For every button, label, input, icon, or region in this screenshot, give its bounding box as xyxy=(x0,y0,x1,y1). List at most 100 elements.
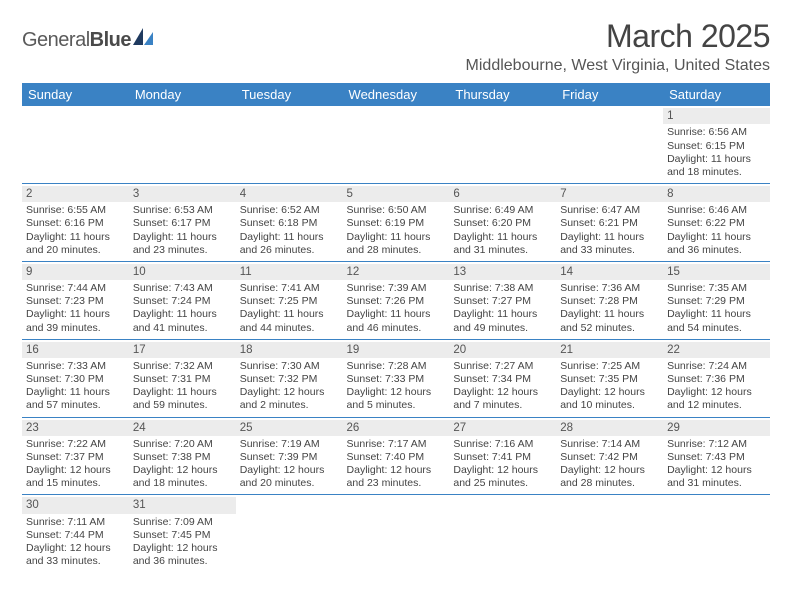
day-header: Tuesday xyxy=(236,83,343,106)
sunset-line: Sunset: 7:31 PM xyxy=(133,373,232,386)
calendar-cell: 18Sunrise: 7:30 AMSunset: 7:32 PMDayligh… xyxy=(236,339,343,417)
logo-word-b: Blue xyxy=(90,29,131,51)
sunrise-line: Sunrise: 7:24 AM xyxy=(667,360,766,373)
daylight-line: Daylight: 11 hours xyxy=(560,231,659,244)
sunrise-line: Sunrise: 7:28 AM xyxy=(347,360,446,373)
sunset-line: Sunset: 7:28 PM xyxy=(560,295,659,308)
calendar-cell: 7 Sunrise: 6:47 AMSunset: 6:21 PMDaylight… xyxy=(556,183,663,261)
calendar-cell: 31Sunrise: 7:09 AMSunset: 7:45 PMDayligh… xyxy=(129,495,236,572)
daylight-line: Daylight: 12 hours xyxy=(453,386,552,399)
sunrise-line: Sunrise: 6:49 AM xyxy=(453,204,552,217)
daylight-line: Daylight: 12 hours xyxy=(667,464,766,477)
day-number: 29 xyxy=(663,420,770,436)
daylight-line: Daylight: 12 hours xyxy=(240,386,339,399)
day-number: 4 xyxy=(236,186,343,202)
day-header: Friday xyxy=(556,83,663,106)
day-number: 23 xyxy=(22,420,129,436)
day-number: 12 xyxy=(343,264,450,280)
sunset-line: Sunset: 6:18 PM xyxy=(240,217,339,230)
calendar-cell: 25Sunrise: 7:19 AMSunset: 7:39 PMDayligh… xyxy=(236,417,343,495)
sunrise-line: Sunrise: 7:36 AM xyxy=(560,282,659,295)
calendar-cell: 21Sunrise: 7:25 AMSunset: 7:35 PMDayligh… xyxy=(556,339,663,417)
calendar-cell xyxy=(556,495,663,572)
sunrise-line: Sunrise: 7:25 AM xyxy=(560,360,659,373)
daylight-line: Daylight: 11 hours xyxy=(240,308,339,321)
sunset-line: Sunset: 7:30 PM xyxy=(26,373,125,386)
calendar-cell: 16Sunrise: 7:33 AMSunset: 7:30 PMDayligh… xyxy=(22,339,129,417)
sunset-line: Sunset: 7:33 PM xyxy=(347,373,446,386)
calendar-cell: 24Sunrise: 7:20 AMSunset: 7:38 PMDayligh… xyxy=(129,417,236,495)
daylight-line: and 28 minutes. xyxy=(560,477,659,490)
daylight-line: Daylight: 12 hours xyxy=(453,464,552,477)
calendar-cell xyxy=(236,106,343,183)
day-number: 25 xyxy=(236,420,343,436)
sunset-line: Sunset: 7:37 PM xyxy=(26,451,125,464)
daylight-line: and 49 minutes. xyxy=(453,322,552,335)
calendar-cell: 27Sunrise: 7:16 AMSunset: 7:41 PMDayligh… xyxy=(449,417,556,495)
sunset-line: Sunset: 7:32 PM xyxy=(240,373,339,386)
calendar-cell xyxy=(449,106,556,183)
daylight-line: and 18 minutes. xyxy=(133,477,232,490)
day-number: 18 xyxy=(236,342,343,358)
day-number: 13 xyxy=(449,264,556,280)
location-line: Middlebourne, West Virginia, United Stat… xyxy=(466,57,770,75)
calendar-cell: 22Sunrise: 7:24 AMSunset: 7:36 PMDayligh… xyxy=(663,339,770,417)
daylight-line: Daylight: 12 hours xyxy=(347,386,446,399)
day-header: Sunday xyxy=(22,83,129,106)
daylight-line: Daylight: 11 hours xyxy=(240,231,339,244)
sunrise-line: Sunrise: 7:27 AM xyxy=(453,360,552,373)
sunset-line: Sunset: 7:23 PM xyxy=(26,295,125,308)
day-number: 1 xyxy=(663,108,770,124)
sunset-line: Sunset: 7:34 PM xyxy=(453,373,552,386)
sunset-line: Sunset: 6:21 PM xyxy=(560,217,659,230)
calendar-row: 30Sunrise: 7:11 AMSunset: 7:44 PMDayligh… xyxy=(22,495,770,572)
calendar-cell: 14Sunrise: 7:36 AMSunset: 7:28 PMDayligh… xyxy=(556,261,663,339)
daylight-line: Daylight: 11 hours xyxy=(347,308,446,321)
day-number: 31 xyxy=(129,497,236,513)
daylight-line: and 59 minutes. xyxy=(133,399,232,412)
daylight-line: and 41 minutes. xyxy=(133,322,232,335)
sunset-line: Sunset: 6:15 PM xyxy=(667,140,766,153)
sunrise-line: Sunrise: 7:43 AM xyxy=(133,282,232,295)
page-title: March 2025 xyxy=(466,18,770,55)
day-number: 8 xyxy=(663,186,770,202)
day-number: 15 xyxy=(663,264,770,280)
calendar-cell xyxy=(129,106,236,183)
calendar-cell: 11Sunrise: 7:41 AMSunset: 7:25 PMDayligh… xyxy=(236,261,343,339)
daylight-line: Daylight: 11 hours xyxy=(26,386,125,399)
sunset-line: Sunset: 7:24 PM xyxy=(133,295,232,308)
calendar-cell xyxy=(449,495,556,572)
sunrise-line: Sunrise: 7:38 AM xyxy=(453,282,552,295)
sunset-line: Sunset: 6:22 PM xyxy=(667,217,766,230)
day-header: Thursday xyxy=(449,83,556,106)
daylight-line: and 7 minutes. xyxy=(453,399,552,412)
daylight-line: and 20 minutes. xyxy=(26,244,125,257)
daylight-line: and 36 minutes. xyxy=(667,244,766,257)
daylight-line: and 33 minutes. xyxy=(26,555,125,568)
sunrise-line: Sunrise: 6:47 AM xyxy=(560,204,659,217)
daylight-line: and 23 minutes. xyxy=(133,244,232,257)
sunset-line: Sunset: 6:16 PM xyxy=(26,217,125,230)
calendar-row: 23 Sunrise: 7:22 AMSunset: 7:37 PM Dayligh… xyxy=(22,417,770,495)
sunrise-line: Sunrise: 6:46 AM xyxy=(667,204,766,217)
daylight-line: Daylight: 12 hours xyxy=(560,464,659,477)
sunrise-line: Sunrise: 7:22 AM xyxy=(26,438,125,451)
calendar-body: 1Sunrise: 6:56 AMSunset: 6:15 PMDaylight… xyxy=(22,106,770,572)
sunrise-line: Sunrise: 6:53 AM xyxy=(133,204,232,217)
sunrise-line: Sunrise: 7:32 AM xyxy=(133,360,232,373)
calendar-cell: 19Sunrise: 7:28 AMSunset: 7:33 PMDayligh… xyxy=(343,339,450,417)
sunrise-line: Sunrise: 7:09 AM xyxy=(133,516,232,529)
day-header: Wednesday xyxy=(343,83,450,106)
daylight-line: Daylight: 11 hours xyxy=(667,308,766,321)
calendar-cell xyxy=(663,495,770,572)
day-number: 5 xyxy=(343,186,450,202)
daylight-line: Daylight: 11 hours xyxy=(133,231,232,244)
day-header: Monday xyxy=(129,83,236,106)
daylight-line: Daylight: 12 hours xyxy=(133,464,232,477)
daylight-line: Daylight: 11 hours xyxy=(560,308,659,321)
daylight-line: Daylight: 12 hours xyxy=(667,386,766,399)
day-number: 7 xyxy=(556,186,663,202)
calendar-cell xyxy=(236,495,343,572)
sunset-line: Sunset: 7:35 PM xyxy=(560,373,659,386)
logo-word-a: General xyxy=(22,29,90,51)
